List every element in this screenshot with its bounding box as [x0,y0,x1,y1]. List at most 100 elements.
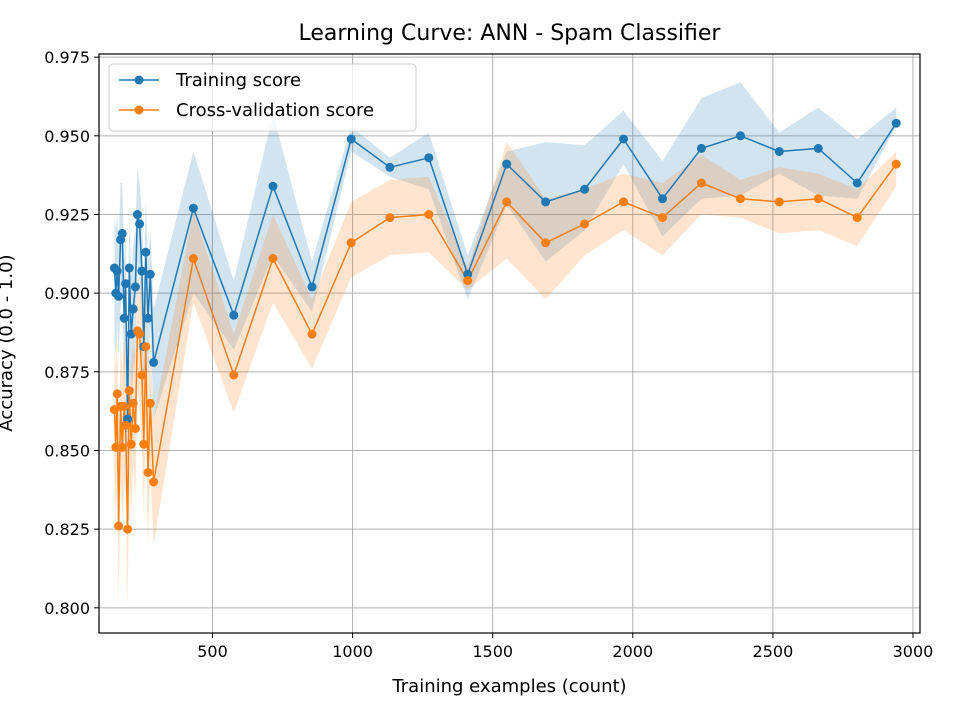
data-point-training-score [149,357,159,367]
data-point-training-score [137,266,147,276]
y-axis-ticks: 0.800 0.825 0.850 0.875 0.900 0.925 0.950 0.975 [44,48,99,618]
data-point-training-score [813,143,823,153]
data-point-cross-validation-score [696,178,706,188]
data-point-cross-validation-score [111,442,121,452]
y-tick-label: 0.975 [44,48,90,67]
data-point-cross-validation-score [124,386,134,396]
data-point-cross-validation-score [145,398,155,408]
data-point-cross-validation-score [139,439,149,449]
data-point-cross-validation-score [141,342,151,352]
y-tick-label: 0.875 [44,363,90,382]
data-point-cross-validation-score [502,197,512,207]
data-point-training-score [580,184,590,194]
data-point-training-score [463,269,473,279]
legend-marker-training-score [134,75,144,85]
data-point-training-score [112,266,122,276]
plot-frame [98,53,921,634]
x-tick-label: 2500 [753,642,794,661]
data-point-cross-validation-score [128,398,138,408]
data-point-training-score [114,291,124,301]
data-point-cross-validation-score [735,194,745,204]
data-point-cross-validation-score [121,420,131,430]
data-point-training-score [117,228,127,238]
data-point-cross-validation-score [188,254,198,263]
y-axis-label: Accuracy (0.0 - 1.0) [0,254,17,431]
y-tick-label: 0.925 [44,205,90,224]
data-point-training-score [132,210,142,219]
data-point-training-score [124,263,134,273]
data-point-training-score [130,282,140,292]
std-band-cross-validation-score [114,142,897,608]
data-point-training-score [658,194,667,204]
x-tick-label: 2000 [612,642,653,661]
data-point-cross-validation-score [117,442,127,452]
chart-title: Learning Curve: ANN - Spam Classifier [299,21,722,46]
y-tick-label: 0.950 [44,127,90,146]
legend-label-cross-validation-score: Cross-validation score [176,100,374,121]
data-point-cross-validation-score [229,370,239,380]
data-point-training-score [307,282,317,292]
data-point-training-score [424,153,434,163]
data-point-training-score [143,313,153,323]
data-point-training-score [229,310,239,320]
x-tick-label: 1500 [472,642,513,661]
data-point-training-score [121,279,131,289]
data-point-cross-validation-score [123,524,133,534]
y-tick-label: 0.825 [44,520,90,539]
y-tick-label: 0.900 [44,284,90,303]
y-tick-label: 0.850 [44,441,90,460]
y-tick-label: 0.800 [44,599,90,618]
data-point-cross-validation-score [541,238,551,248]
data-point-training-score [268,181,278,191]
x-tick-label: 3000 [893,642,934,661]
data-point-training-score [852,178,862,188]
data-point-cross-validation-score [658,213,667,223]
data-point-training-score [774,147,784,156]
legend: Training score Cross-validation score [108,63,417,132]
data-point-cross-validation-score [852,213,862,223]
x-axis-ticks: 500 1000 1500 2000 2500 3000 [197,633,933,661]
data-point-cross-validation-score [114,521,124,531]
gridlines [99,54,920,633]
data-point-cross-validation-score [307,329,317,339]
data-point-cross-validation-score [137,370,147,380]
legend-label-training-score: Training score [175,70,301,91]
data-point-training-score [119,313,129,323]
data-point-cross-validation-score [135,329,145,339]
data-point-training-score [385,162,395,172]
x-tick-label: 1000 [332,642,373,661]
data-point-training-score [696,143,706,153]
data-point-training-score [141,247,151,257]
data-point-cross-validation-score [130,424,140,433]
series-points [109,118,901,534]
data-point-training-score [502,159,512,169]
data-point-cross-validation-score [580,219,590,229]
data-point-cross-validation-score [126,439,136,449]
data-point-training-score [346,134,356,144]
x-axis-label: Training examples (count) [391,676,626,697]
data-point-training-score [891,118,901,128]
data-point-cross-validation-score [774,197,784,207]
data-point-cross-validation-score [268,254,278,263]
data-point-training-score [135,219,145,229]
data-point-training-score [619,134,628,144]
data-point-training-score [145,269,155,279]
data-point-cross-validation-score [424,210,434,219]
data-point-cross-validation-score [119,401,129,411]
data-point-cross-validation-score [891,159,901,169]
data-point-cross-validation-score [143,468,153,477]
data-point-cross-validation-score [149,477,159,487]
legend-box [108,63,417,132]
data-point-training-score [188,203,198,213]
data-point-training-score [735,131,745,141]
data-point-cross-validation-score [813,194,823,204]
data-point-cross-validation-score [463,276,473,286]
data-point-cross-validation-score [346,238,356,248]
data-point-cross-validation-score [385,213,395,223]
data-point-cross-validation-score [112,389,122,399]
legend-marker-cross-validation-score [134,105,144,115]
data-point-training-score [541,197,551,207]
data-point-training-score [128,304,138,314]
data-point-cross-validation-score [619,197,628,207]
